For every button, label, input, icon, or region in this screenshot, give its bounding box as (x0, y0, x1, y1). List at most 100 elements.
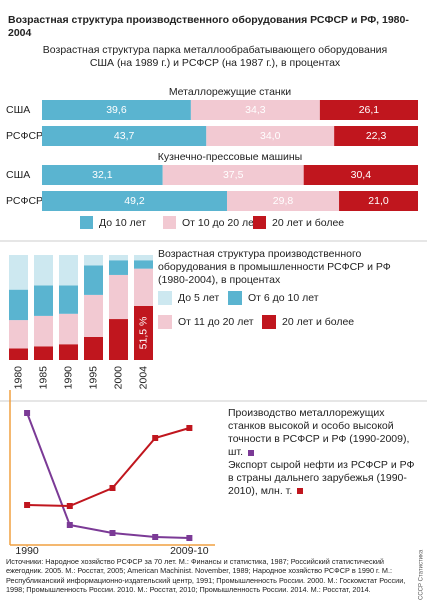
legend-swatch (253, 216, 266, 229)
bar-segment (59, 255, 78, 286)
x-tick-label: 1990 (62, 366, 74, 390)
bar-segment (9, 289, 28, 321)
group-title: Металлорежущие станки (169, 86, 291, 98)
bar-segment (334, 126, 418, 146)
bar-segment (84, 336, 103, 360)
category-label: РСФСР (6, 195, 43, 207)
value-label: 37,5 (223, 169, 244, 181)
value-label: 21,0 (368, 195, 389, 207)
bar-segment (42, 126, 207, 146)
category-label: РСФСР (6, 130, 43, 142)
bar-segment (34, 255, 53, 286)
bar-segment (190, 100, 320, 120)
x-tick-label: 2004 (137, 366, 149, 390)
line-marker (152, 435, 159, 441)
legend-label: От 10 до 20 лет (182, 217, 259, 229)
legend-label: 20 лет и более (272, 217, 344, 229)
value-label: 51,5 % (137, 317, 149, 350)
value-label: 32,1 (92, 169, 113, 181)
group-title: Кузнечно-прессовые машины (158, 151, 302, 163)
line-marker (109, 485, 116, 491)
legend-swatch (80, 216, 93, 229)
line-marker (186, 535, 193, 541)
legend-entry: Экспорт сырой нефти из РСФСР и РФ в стра… (228, 459, 418, 498)
bar-segment (109, 319, 128, 360)
bar-segment (134, 260, 153, 269)
bar-segment (42, 191, 227, 211)
legend-entry: Производство металлорежущих станков высо… (228, 407, 418, 460)
legend-swatch (158, 291, 172, 305)
line-marker (66, 503, 73, 509)
chart-title: Возрастная структура производственного о… (158, 248, 391, 287)
side-label: СССР Статистика (419, 549, 425, 600)
bar-segment (59, 313, 78, 345)
line-marker (24, 410, 31, 416)
value-label: 34,0 (260, 130, 281, 142)
bar-segment (109, 255, 128, 261)
line-series (27, 427, 190, 508)
value-label: 34,3 (245, 104, 266, 116)
bar-segment (34, 315, 53, 347)
legend-label: От 6 до 10 лет (248, 292, 319, 304)
value-label: 43,7 (114, 130, 135, 142)
x-tick-label: 1995 (87, 366, 99, 390)
bar-segment (42, 165, 163, 185)
legend-swatch (163, 216, 176, 229)
bar-segment (59, 285, 78, 314)
x-tick-label: 1980 (12, 366, 24, 390)
category-label: США (6, 104, 30, 116)
line-marker (109, 530, 116, 536)
bar-segment (84, 255, 103, 266)
legend-swatch (158, 315, 172, 329)
bar-segment (59, 344, 78, 360)
value-label: 30,4 (351, 169, 372, 181)
bar-segment (319, 100, 418, 120)
line-marker (66, 522, 73, 528)
x-tick-label: 2000 (112, 366, 124, 390)
bar-segment (34, 346, 53, 360)
bar-segment (109, 260, 128, 275)
category-label: США (6, 169, 30, 181)
line-marker (24, 502, 31, 508)
legend-swatch (248, 449, 254, 456)
bar-segment (84, 265, 103, 295)
bar-segment (226, 191, 340, 211)
line-series (26, 412, 190, 539)
bar-segment (162, 165, 304, 185)
x-tick-label: 1990 (15, 545, 39, 557)
legend-label: Производство металлорежущих станков высо… (228, 407, 410, 459)
bar-segment (109, 274, 128, 320)
x-tick-label: 2009-10 (170, 545, 209, 557)
line-marker (152, 534, 159, 540)
value-label: 29,8 (273, 195, 294, 207)
bar-segment (134, 255, 153, 261)
bar-segment (9, 320, 28, 349)
x-tick-label: 1985 (37, 366, 49, 390)
value-label: 39,6 (106, 104, 127, 116)
bar-segment (9, 255, 28, 290)
bar-segment (84, 294, 103, 337)
page-title: Возрастная структура производственного о… (8, 14, 409, 40)
bar-segment (134, 268, 153, 306)
value-label: 22,3 (366, 130, 387, 142)
line-marker (186, 425, 193, 431)
legend-label: До 5 лет (178, 292, 219, 304)
legend-swatch (297, 488, 304, 495)
bar-segment (34, 285, 53, 316)
bar-segment (42, 100, 191, 120)
legend-label: До 10 лет (99, 217, 146, 229)
sources: Источники: Народное хозяйство РСФСР за 7… (6, 557, 406, 595)
value-label: 49,2 (124, 195, 145, 207)
chart-subtitle: Возрастная структура парка металлообраба… (42, 44, 388, 70)
bar-segment (339, 191, 418, 211)
bar-segment (9, 348, 28, 360)
value-label: 26,1 (359, 104, 380, 116)
legend-label: Экспорт сырой нефти из РСФСР и РФ в стра… (228, 459, 415, 498)
legend-label: От 11 до 20 лет (178, 316, 254, 328)
bar-segment (206, 126, 335, 146)
legend-swatch (228, 291, 242, 305)
legend-label: 20 лет и более (282, 316, 354, 328)
bar-segment (303, 165, 418, 185)
